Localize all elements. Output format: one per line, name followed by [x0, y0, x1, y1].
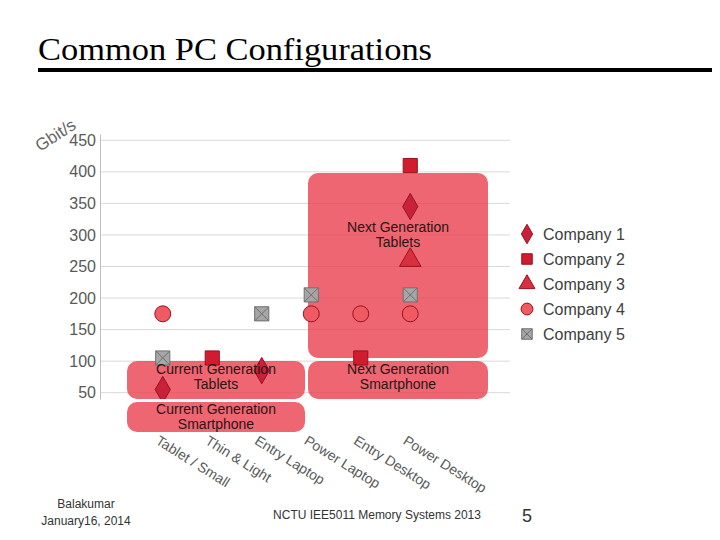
legend-label: Company 3: [543, 276, 625, 293]
region-box: [308, 361, 488, 399]
legend-marker: [522, 329, 532, 339]
point: [304, 288, 318, 302]
title-rule: [38, 68, 712, 72]
region-box: [127, 361, 305, 399]
footer-author: Balakumar: [57, 497, 114, 511]
y-tick-label: 200: [69, 290, 96, 307]
legend-label: Company 4: [543, 301, 625, 318]
legend-label: Company 2: [543, 251, 625, 268]
y-tick-label: 300: [69, 227, 96, 244]
y-tick-label: 50: [78, 384, 96, 401]
y-tick-label: 350: [69, 195, 96, 212]
region-label: Next GenerationTablets: [347, 219, 449, 250]
y-tick-label: 400: [69, 163, 96, 180]
x-tick-label: Power Desktop: [401, 432, 490, 496]
page-number: 5: [522, 506, 532, 526]
legend-item: Company 2: [522, 251, 625, 268]
y-tick: 350: [69, 195, 100, 212]
legend-marker: [522, 254, 532, 264]
y-axis-line: [100, 135, 101, 400]
legend-item: Company 5: [522, 326, 625, 343]
region-label: Current GenerationTablets: [156, 361, 276, 392]
point: [403, 193, 418, 219]
region-box: [127, 402, 305, 432]
region-box: [308, 173, 488, 358]
point: [255, 307, 269, 321]
legend-marker: [521, 224, 532, 244]
point: [402, 306, 418, 322]
legend-marker: [521, 303, 533, 315]
chart-svg: Common PC Configurations 50 100 150 200 250 30…: [0, 0, 720, 540]
y-tick: 150: [69, 321, 100, 338]
y-tick: 100: [69, 353, 100, 370]
x-axis: Tablet / SmallThin & LightEntry LaptopPo…: [153, 432, 490, 496]
y-tick: 300: [69, 227, 100, 244]
legend: Company 1 Company 2 Company 3 Company 4 Comp…: [519, 224, 625, 342]
y-tick: 250: [69, 258, 100, 275]
point: [400, 248, 421, 267]
region-label: Next GenerationSmartphone: [347, 361, 449, 392]
footer-course: NCTU IEE5011 Memory Systems 2013: [273, 508, 481, 522]
x-tick: Power Desktop: [401, 432, 490, 496]
title: Common PC Configurations: [38, 31, 432, 67]
region-label: Current GenerationSmartphone: [156, 401, 276, 432]
legend-item: Company 4: [521, 301, 625, 318]
legend-label: Company 1: [543, 226, 625, 243]
y-tick: 200: [69, 290, 100, 307]
point: [403, 158, 417, 172]
y-tick: 400: [69, 163, 100, 180]
slide: Common PC Configurations 50 100 150 200 250 30…: [0, 0, 720, 540]
legend-item: Company 3: [519, 275, 625, 293]
y-tick: 50: [78, 384, 100, 401]
point: [303, 306, 319, 322]
grid: [100, 140, 510, 392]
y-axis-title: Gbit/s: [32, 115, 80, 155]
legend-marker: [519, 275, 535, 289]
point: [353, 306, 369, 322]
legend-item: Company 1: [521, 224, 625, 244]
regions: [127, 173, 488, 432]
y-tick-label: 250: [69, 258, 96, 275]
y-axis: 50100150200250300350400450: [69, 132, 100, 401]
grid-line: [100, 140, 510, 141]
footer-date: January16, 2014: [41, 514, 131, 528]
grid-line: [100, 171, 510, 172]
point: [155, 376, 170, 399]
point: [403, 288, 417, 302]
point: [155, 306, 171, 322]
legend-label: Company 5: [543, 326, 625, 343]
y-tick-label: 100: [69, 353, 96, 370]
y-tick-label: 150: [69, 321, 96, 338]
